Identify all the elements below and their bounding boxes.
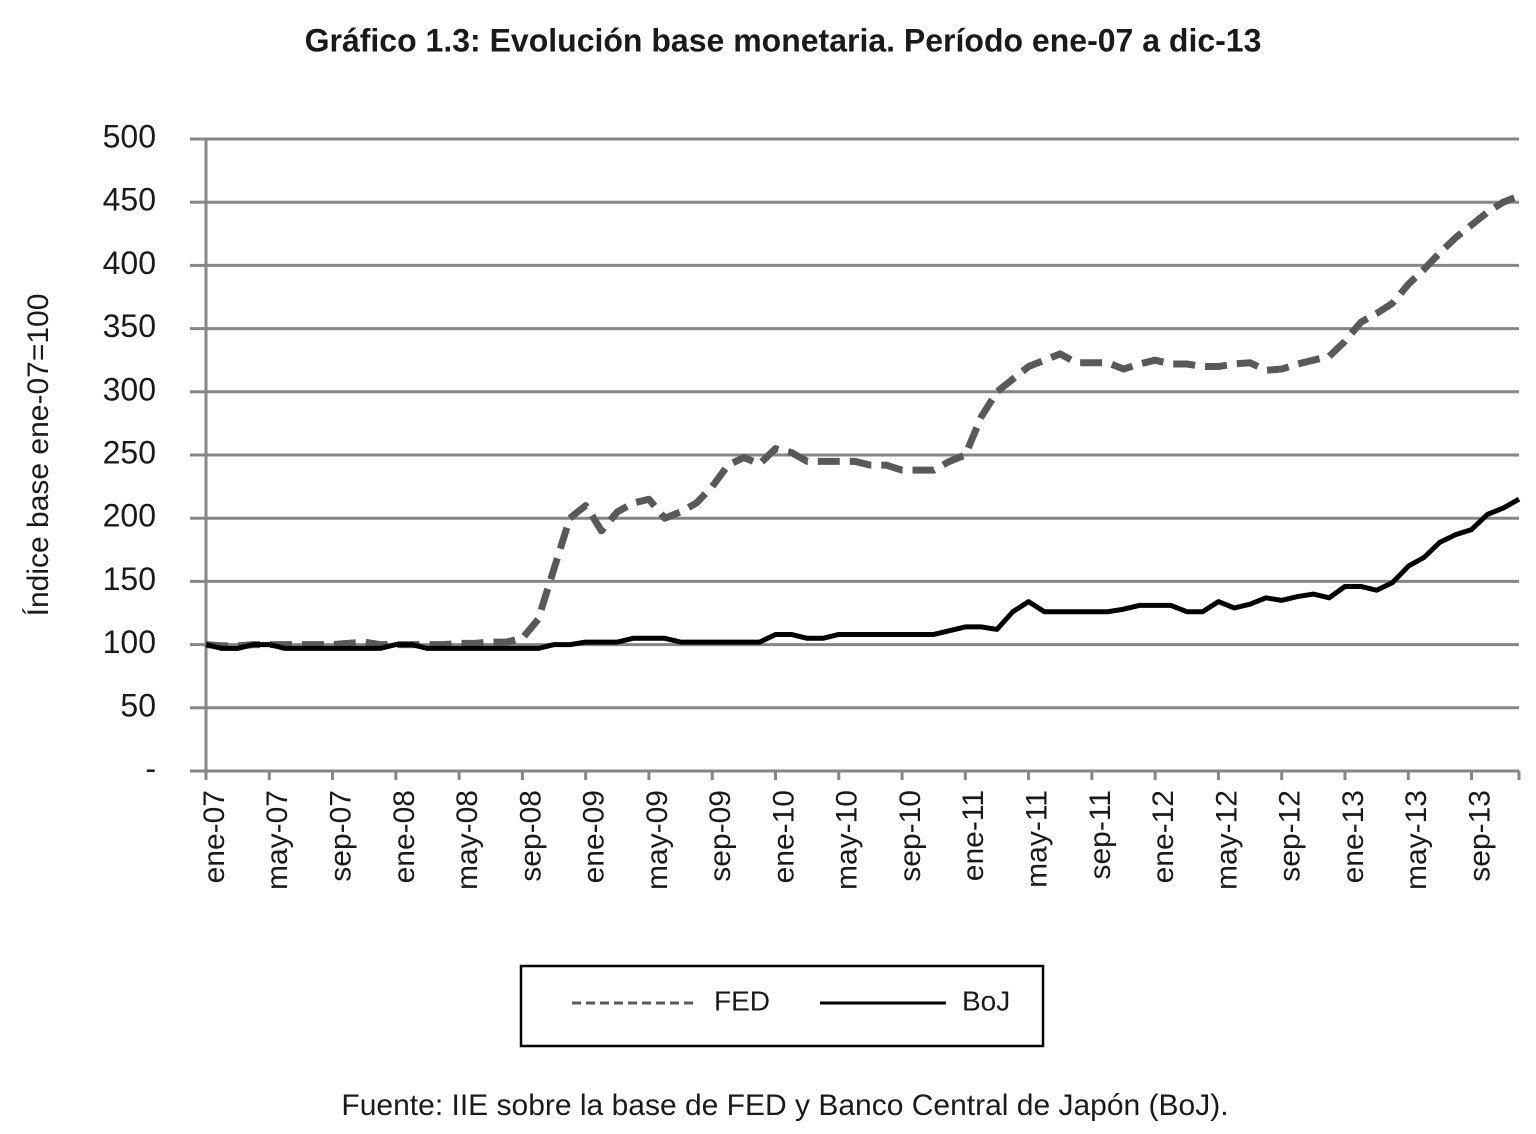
x-tick-label: may-08 xyxy=(451,790,484,890)
chart-title: Gráfico 1.3: Evolución base monetaria. P… xyxy=(305,22,1262,58)
y-tick-label: 400 xyxy=(103,245,156,281)
x-tick-label: ene-13 xyxy=(1337,790,1370,883)
x-tick-label: may-11 xyxy=(1021,790,1054,888)
x-tick-label: may-10 xyxy=(831,790,864,890)
x-tick-label: ene-09 xyxy=(578,790,611,883)
y-tick-label: - xyxy=(145,750,156,786)
x-tick-label: sep-11 xyxy=(1084,790,1117,880)
y-tick-label: 150 xyxy=(103,561,156,597)
x-tick-label: ene-08 xyxy=(388,790,421,883)
series-line xyxy=(205,497,1521,651)
x-tick-label: sep-09 xyxy=(704,790,737,882)
series-line xyxy=(205,192,1521,650)
legend-box xyxy=(519,964,1045,1048)
y-tick-label: 100 xyxy=(103,624,156,660)
x-tick-label: ene-10 xyxy=(767,790,800,883)
source-note: Fuente: IIE sobre la base de FED y Banco… xyxy=(341,1089,1228,1122)
legend-label: BoJ xyxy=(962,985,1010,1016)
y-axis-label: Índice base ene-07=100 xyxy=(22,294,55,617)
x-tick-label: may-12 xyxy=(1210,790,1243,890)
x-tick-label: ene-12 xyxy=(1147,790,1180,883)
legend-label: FED xyxy=(714,985,770,1016)
y-tick-label: 200 xyxy=(103,498,156,534)
x-tick-label: may-09 xyxy=(641,790,674,890)
x-tick-label: sep-12 xyxy=(1274,790,1307,882)
y-tick-label: 250 xyxy=(103,434,156,470)
x-tick-label: sep-13 xyxy=(1463,790,1496,882)
x-tick-label: may-07 xyxy=(261,790,294,890)
x-tick-label: sep-10 xyxy=(894,790,927,882)
y-tick-label: 50 xyxy=(120,687,156,723)
x-tick-label: sep-07 xyxy=(324,790,357,882)
x-tick-label: sep-08 xyxy=(514,790,547,882)
y-tick-label: 500 xyxy=(103,118,156,154)
x-tick-label: may-13 xyxy=(1400,790,1433,890)
x-tick-label: ene-07 xyxy=(198,790,231,883)
x-tick-label: ene-11 xyxy=(957,790,990,881)
y-tick-label: 350 xyxy=(103,308,156,344)
y-tick-label: 300 xyxy=(103,371,156,407)
y-tick-label: 450 xyxy=(103,182,156,218)
